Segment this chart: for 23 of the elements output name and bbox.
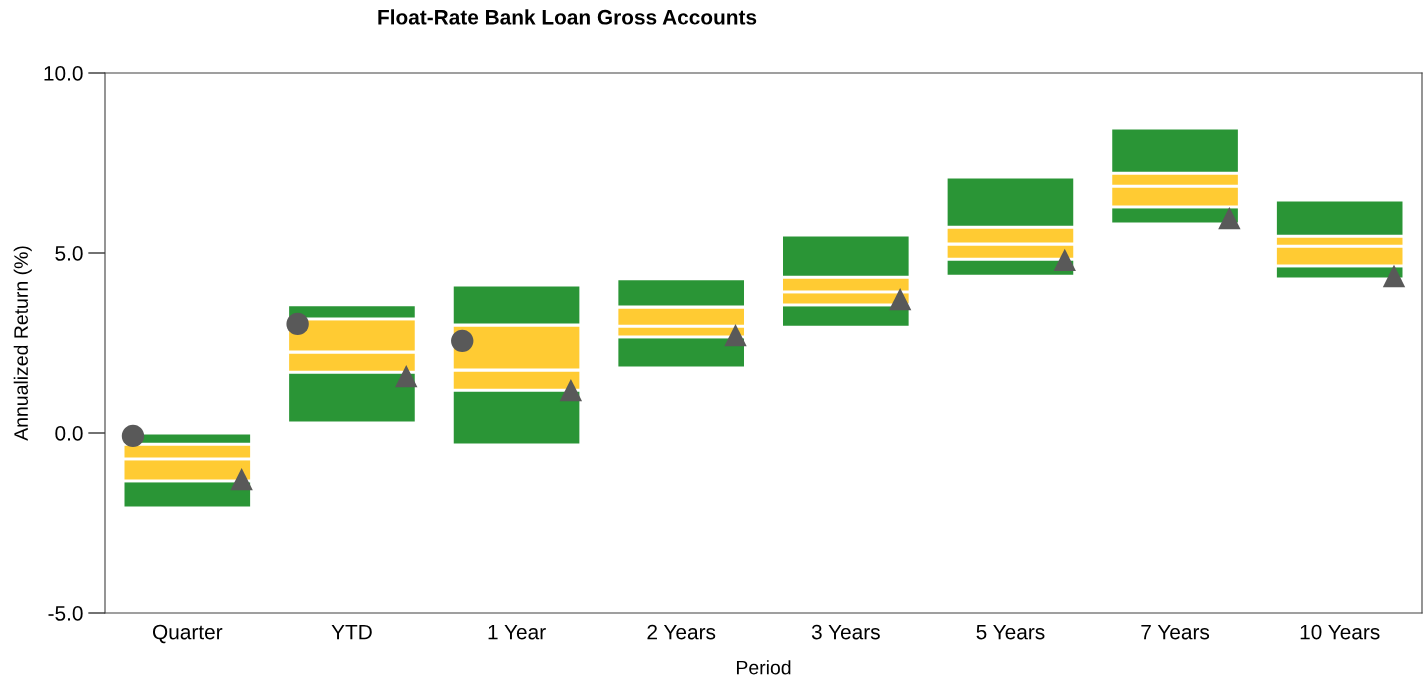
chart-title: Float-Rate Bank Loan Gross Accounts [378,9,757,25]
y-tick-label: 10.0 [44,66,83,81]
x-tick-label: 7 Years [1141,624,1210,640]
point [395,364,418,388]
x-axis-title: Period [736,660,791,675]
x-tick-label: Quarter [152,624,223,644]
y-tick-label: 5.0 [55,246,83,261]
x-tick-label: YTD [331,624,372,640]
point [888,287,912,311]
x-tick-label: 1 Year [488,624,546,640]
x-tick-label: 10 Years [1300,624,1380,640]
point [1053,248,1076,272]
x-tick-label: 5 Years [976,624,1045,640]
x-tick-label: 3 Years [811,624,880,640]
point [1382,264,1406,288]
point [724,323,747,347]
point [1218,206,1241,230]
y-tick-label: -5.0 [48,606,83,621]
x-tick-label: 2 Years [647,624,716,640]
y-tick-label: 0.0 [55,426,83,441]
y-axis-title: Annualized Return (%) [13,246,32,441]
point [559,378,583,402]
point [230,467,253,491]
